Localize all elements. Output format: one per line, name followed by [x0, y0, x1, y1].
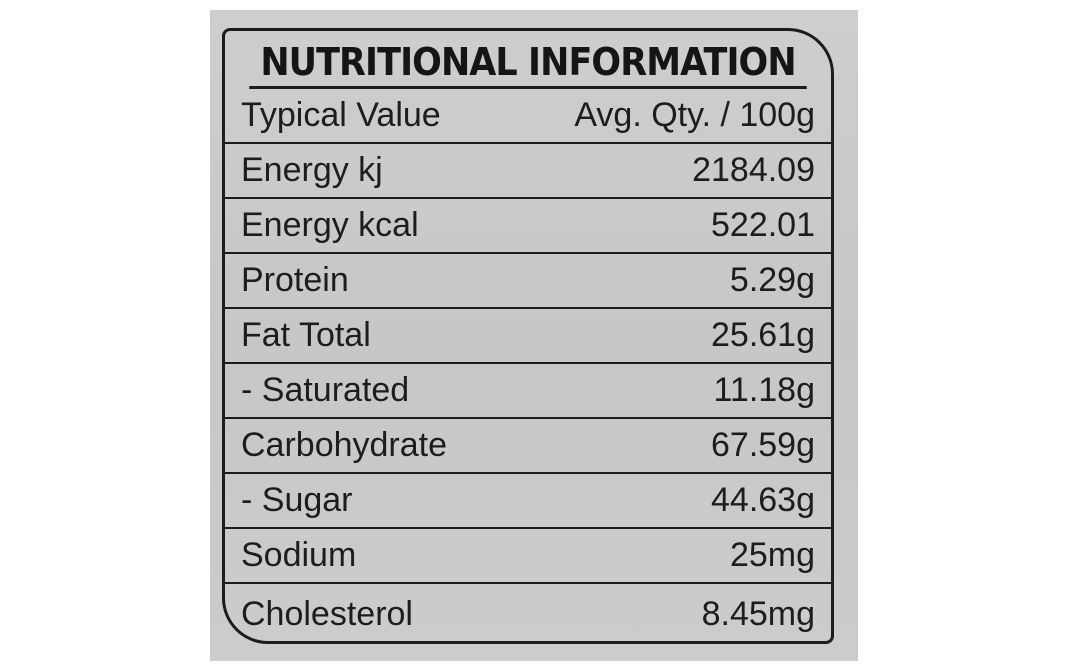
table-row: Carbohydrate 67.59g	[225, 419, 831, 474]
table-row: - Sugar 44.63g	[225, 474, 831, 529]
nutrient-amount: 67.59g	[711, 426, 815, 464]
table-title: NUTRITIONAL INFORMATION	[249, 31, 807, 89]
table-row: Protein 5.29g	[225, 254, 831, 309]
table-row: Energy kj 2184.09	[225, 144, 831, 199]
nutrition-table: NUTRITIONAL INFORMATION Typical Value Av…	[222, 28, 834, 644]
label-panel: NUTRITIONAL INFORMATION Typical Value Av…	[210, 10, 858, 661]
nutrient-amount: 11.18g	[713, 371, 815, 409]
nutrient-name: - Saturated	[241, 371, 410, 409]
header-cell: Avg. Qty. / 100g	[574, 96, 815, 134]
nutrient-name: Sodium	[241, 536, 357, 574]
header-row: Typical Value Avg. Qty. / 100g	[225, 89, 831, 144]
table-body: Typical Value Avg. Qty. / 100g Energy kj…	[225, 89, 831, 641]
nutrient-amount: 25mg	[729, 536, 815, 574]
table-row: Fat Total 25.61g	[225, 309, 831, 364]
nutrient-amount: 8.45mg	[701, 594, 815, 633]
nutrient-amount: 522.01	[711, 206, 815, 244]
table-row: - Saturated 11.18g	[225, 364, 831, 419]
table-row: Energy kcal 522.01	[225, 199, 831, 254]
table-row: Cholesterol 8.45mg	[225, 584, 831, 641]
nutrient-name: Energy kj	[241, 151, 383, 189]
table-row: Sodium 25mg	[225, 529, 831, 584]
nutrient-name: Protein	[241, 261, 349, 299]
nutrient-amount: 2184.09	[692, 151, 815, 189]
nutrient-amount: 44.63g	[711, 481, 815, 519]
nutrient-amount: 25.61g	[711, 316, 815, 354]
nutrient-name: - Sugar	[241, 481, 353, 519]
nutrient-name: Energy kcal	[241, 206, 419, 244]
nutrient-name: Fat Total	[241, 316, 371, 354]
nutrient-name: Carbohydrate	[241, 426, 448, 464]
header-cell: Typical Value	[241, 96, 441, 134]
nutrient-amount: 5.29g	[729, 261, 815, 299]
nutrient-name: Cholesterol	[241, 594, 413, 633]
